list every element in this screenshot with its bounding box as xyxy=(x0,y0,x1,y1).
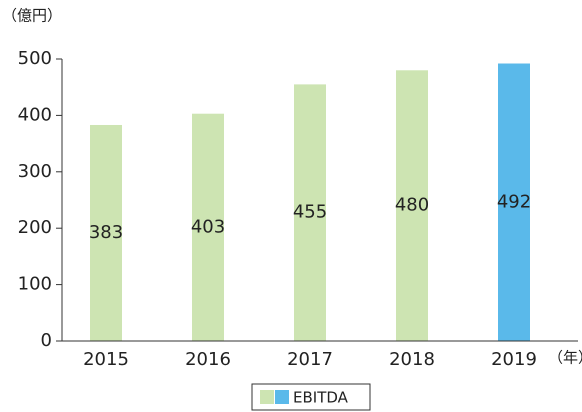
data-label: 492 xyxy=(497,191,531,212)
y-tick-label: 400 xyxy=(18,104,52,125)
legend-label: EBITDA xyxy=(293,389,349,407)
x-tick-label: 2018 xyxy=(389,349,435,370)
x-axis-label: （年） xyxy=(548,349,582,367)
bar xyxy=(192,113,224,341)
bar xyxy=(90,124,122,341)
data-label: 480 xyxy=(395,195,429,216)
legend-swatch xyxy=(275,390,289,404)
x-tick-label: 2015 xyxy=(83,349,129,370)
y-tick-label: 100 xyxy=(18,274,52,295)
y-tick-label: 200 xyxy=(18,217,52,238)
x-tick-label: 2016 xyxy=(185,349,231,370)
bar xyxy=(396,70,428,341)
y-axis-label: （億円） xyxy=(2,7,62,25)
legend-swatch xyxy=(260,390,274,404)
y-tick-label: 500 xyxy=(18,48,52,69)
x-tick-label: 2017 xyxy=(287,349,333,370)
data-label: 383 xyxy=(89,222,123,243)
data-label: 403 xyxy=(191,216,225,237)
x-tick-label: 2019 xyxy=(491,349,537,370)
data-label: 455 xyxy=(293,202,327,223)
y-tick-label: 300 xyxy=(18,161,52,182)
bar xyxy=(498,63,530,342)
bar xyxy=(294,84,326,341)
y-tick-label: 0 xyxy=(41,330,52,351)
